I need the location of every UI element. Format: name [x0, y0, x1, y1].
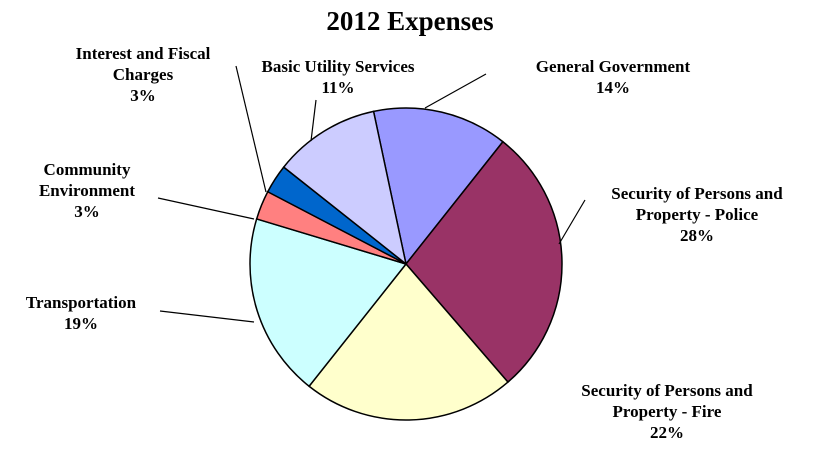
slice-name: Environment	[39, 181, 135, 200]
slice-label: Security of Persons and Property - Fire 22…	[581, 381, 753, 442]
pie-slice	[308, 262, 509, 421]
slice-name: Security of Persons and	[581, 381, 753, 400]
pie-slices	[249, 107, 563, 421]
slice-percent: 11%	[321, 78, 354, 97]
chart-title: 2012 Expenses	[326, 6, 493, 36]
slice-label: Community Environment 3%	[39, 160, 135, 221]
slice-percent: 28%	[680, 226, 714, 245]
pie-slice	[372, 107, 504, 266]
slice-name: Community	[44, 160, 131, 179]
leader-line	[159, 310, 255, 323]
slice-label: Security of Persons and Property - Police…	[611, 184, 783, 245]
slice-label: Interest and Fiscal Charges 3%	[76, 44, 211, 105]
leader-line	[424, 73, 487, 109]
slice-percent: 3%	[74, 202, 100, 221]
slice-name: Charges	[113, 65, 174, 84]
pie-slice	[282, 110, 408, 266]
slice-percent: 19%	[64, 314, 98, 333]
slice-name: Interest and Fiscal	[76, 44, 211, 63]
slice-name: Property - Fire	[613, 402, 722, 421]
slice-labels: General Government 14% Security of Persons…	[26, 44, 783, 442]
leader-line	[558, 199, 586, 245]
slice-label: General Government 14%	[536, 57, 691, 97]
slice-label: Basic Utility Services 11%	[262, 57, 415, 97]
slice-percent: 14%	[596, 78, 630, 97]
slice-name: Security of Persons and	[611, 184, 783, 203]
slice-percent: 3%	[130, 86, 156, 105]
pie-slice	[249, 217, 408, 388]
pie-slice	[405, 140, 563, 384]
leader-line	[235, 65, 267, 193]
leader-line	[157, 197, 255, 220]
slice-name: General Government	[536, 57, 691, 76]
leader-line	[310, 99, 317, 142]
slice-percent: 22%	[650, 423, 684, 442]
slice-label: Transportation 19%	[26, 293, 137, 333]
slice-name: Transportation	[26, 293, 137, 312]
leader-lines	[157, 65, 586, 323]
slice-name: Basic Utility Services	[262, 57, 415, 76]
slice-name: Property - Police	[636, 205, 759, 224]
